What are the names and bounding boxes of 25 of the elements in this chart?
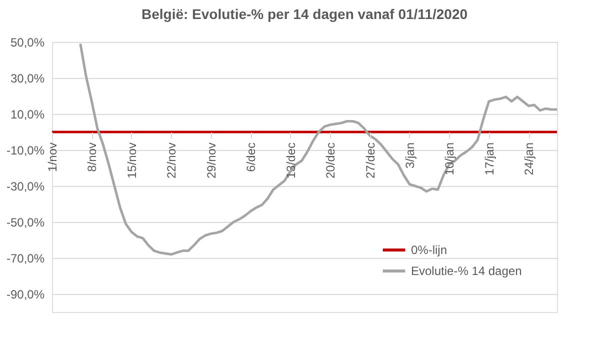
y-tick-label: -50,0%: [6, 216, 45, 230]
x-tick-label: 3/jan: [402, 142, 417, 169]
x-tick-label: 22/nov: [164, 142, 179, 179]
y-tick-label: 30,0%: [10, 72, 45, 86]
x-tick-label: 20/dec: [324, 142, 338, 179]
chart-title: België: Evolutie-% per 14 dagen vanaf 01/11/2020: [141, 6, 468, 22]
x-tick-label: 6/dec: [244, 142, 258, 172]
y-tick-label: 50,0%: [10, 36, 45, 50]
y-tick-label: -70,0%: [6, 252, 45, 266]
x-tick-label: 13/dec: [284, 142, 298, 179]
x-tick-label: 27/dec: [363, 142, 378, 179]
x-tick-label: 24/jan: [522, 142, 536, 176]
x-tick-label: 29/nov: [204, 142, 218, 179]
y-tick-label: -90,0%: [6, 288, 45, 302]
x-tick-label: 17/jan: [482, 142, 496, 176]
x-tick-label: 15/nov: [124, 142, 139, 179]
y-tick-label: 10,0%: [10, 108, 45, 122]
y-tick-label: -10,0%: [6, 144, 45, 158]
legend-label: Evolutie-% 14 dagen: [411, 264, 522, 278]
x-tick-label: 8/nov: [85, 142, 100, 172]
x-tick-label: 1/nov: [46, 142, 60, 172]
y-tick-label: -30,0%: [6, 180, 45, 194]
line-series: [79, 42, 558, 256]
x-tick-label: 10/jan: [442, 142, 457, 176]
legend-label: 0%-lijn: [411, 243, 448, 257]
